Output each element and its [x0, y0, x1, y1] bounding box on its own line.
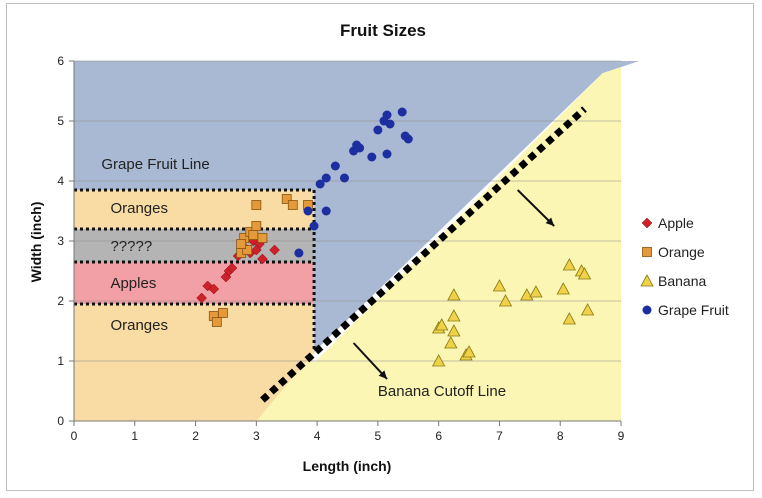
grape-fruit-point: [321, 173, 331, 183]
apple-point: [208, 283, 220, 295]
grape-fruit-point: [403, 134, 413, 144]
x-axis-label: Length (inch): [303, 458, 392, 474]
banana-point: [492, 279, 507, 292]
apple-point: [269, 244, 280, 256]
orange-point: [251, 221, 262, 231]
orange-point: [236, 239, 247, 249]
grapefruit-line-label: Grape Fruit Line: [101, 156, 209, 173]
orange-point: [281, 194, 292, 204]
grape-fruit-point: [367, 152, 377, 162]
legend-marker-banana: [640, 274, 654, 287]
grape-fruit-point: [385, 119, 395, 129]
banana-point: [577, 267, 592, 280]
orange-point: [287, 200, 298, 210]
banana-cutoff-line: [260, 106, 587, 403]
region-band: [74, 262, 315, 304]
fruit-sizes-chart: 0 1 2 3 4 5 6 7 8 9 0 1 2 3 4 5 6 Grape Fruit Line Orange…: [28, 21, 729, 474]
orange-point: [251, 200, 262, 210]
unknown-region-label: ?????: [110, 238, 152, 255]
grape-fruit-point: [315, 179, 325, 189]
arrow-upper: [516, 189, 555, 227]
orange-point: [218, 308, 228, 318]
x-tick-label: 1: [131, 429, 138, 443]
grape-fruit-point: [382, 110, 392, 120]
y-tick-label: 2: [57, 294, 64, 308]
x-tick-label: 7: [496, 429, 503, 443]
y-tick-label: 0: [57, 414, 64, 428]
banana-point: [435, 318, 449, 331]
banana-point: [447, 324, 461, 337]
x-tick-label: 9: [618, 429, 625, 443]
grape-fruit-point: [330, 161, 340, 171]
legend-label-apple: Apple: [658, 215, 694, 231]
banana-point: [447, 309, 461, 322]
legend-label-grape-fruit: Grape Fruit: [658, 302, 729, 318]
arrow-lower: [352, 342, 388, 380]
arrow-lower-head: [378, 370, 388, 379]
y-tick-label: 3: [57, 234, 64, 248]
grape-fruit-point: [339, 173, 349, 183]
region-band: [74, 190, 315, 229]
arrow-upper-head: [545, 217, 555, 226]
y-tick-label: 5: [57, 114, 64, 128]
banana-point: [562, 312, 577, 325]
banana-point: [562, 258, 577, 271]
grape-fruit-point: [294, 248, 304, 258]
x-tick-label: 3: [253, 429, 260, 443]
oranges-upper-label: Oranges: [110, 200, 168, 217]
oranges-lower-label: Oranges: [110, 317, 168, 334]
banana-point: [556, 282, 570, 295]
banana-point: [431, 354, 446, 367]
legend-marker-grape-fruit: [642, 305, 652, 315]
x-tick-label: 6: [435, 429, 442, 443]
orange-point: [242, 245, 253, 255]
banana-point: [462, 345, 476, 358]
legend-marker-apple: [641, 217, 653, 229]
apple-point: [250, 244, 262, 256]
orange-point: [248, 230, 259, 240]
apples-label: Apples: [110, 275, 156, 292]
y-tick-label: 6: [57, 54, 64, 68]
legend-label-banana: Banana: [658, 273, 706, 289]
y-axis-label: Width (inch): [28, 202, 44, 283]
legend-marker-orange: [642, 247, 652, 257]
banana-point: [529, 285, 543, 298]
banana-point: [444, 336, 458, 349]
grape-fruit-point: [373, 125, 383, 135]
y-tick-label: 1: [57, 354, 64, 368]
x-tick-label: 4: [314, 429, 321, 443]
apple-point: [226, 262, 238, 274]
x-tick-label: 5: [375, 429, 382, 443]
x-tick-label: 8: [557, 429, 564, 443]
grapefruit-region: [74, 61, 640, 352]
x-tick-label: 2: [192, 429, 199, 443]
grape-fruit-point: [382, 149, 392, 159]
grape-fruit-point: [303, 206, 313, 216]
chart-frame: 0 1 2 3 4 5 6 7 8 9 0 1 2 3 4 5 6 Grape Fruit Line Orange…: [6, 3, 754, 491]
grape-fruit-point: [355, 143, 365, 153]
chart-title: Fruit Sizes: [340, 21, 426, 40]
x-tick-label: 0: [71, 429, 78, 443]
grape-fruit-point: [321, 206, 331, 216]
orange-point: [211, 317, 222, 327]
banana-point: [447, 288, 461, 301]
banana-point: [498, 294, 513, 307]
banana-point: [580, 303, 595, 316]
orange-point: [257, 233, 268, 243]
grape-fruit-point: [309, 221, 319, 231]
y-tick-label: 4: [57, 174, 64, 188]
grape-fruit-point: [397, 107, 407, 117]
apple-point: [257, 253, 268, 265]
legend-label-orange: Orange: [658, 244, 705, 260]
banana-cutoff-label: Banana Cutoff Line: [378, 383, 506, 400]
apple-point: [196, 292, 207, 304]
